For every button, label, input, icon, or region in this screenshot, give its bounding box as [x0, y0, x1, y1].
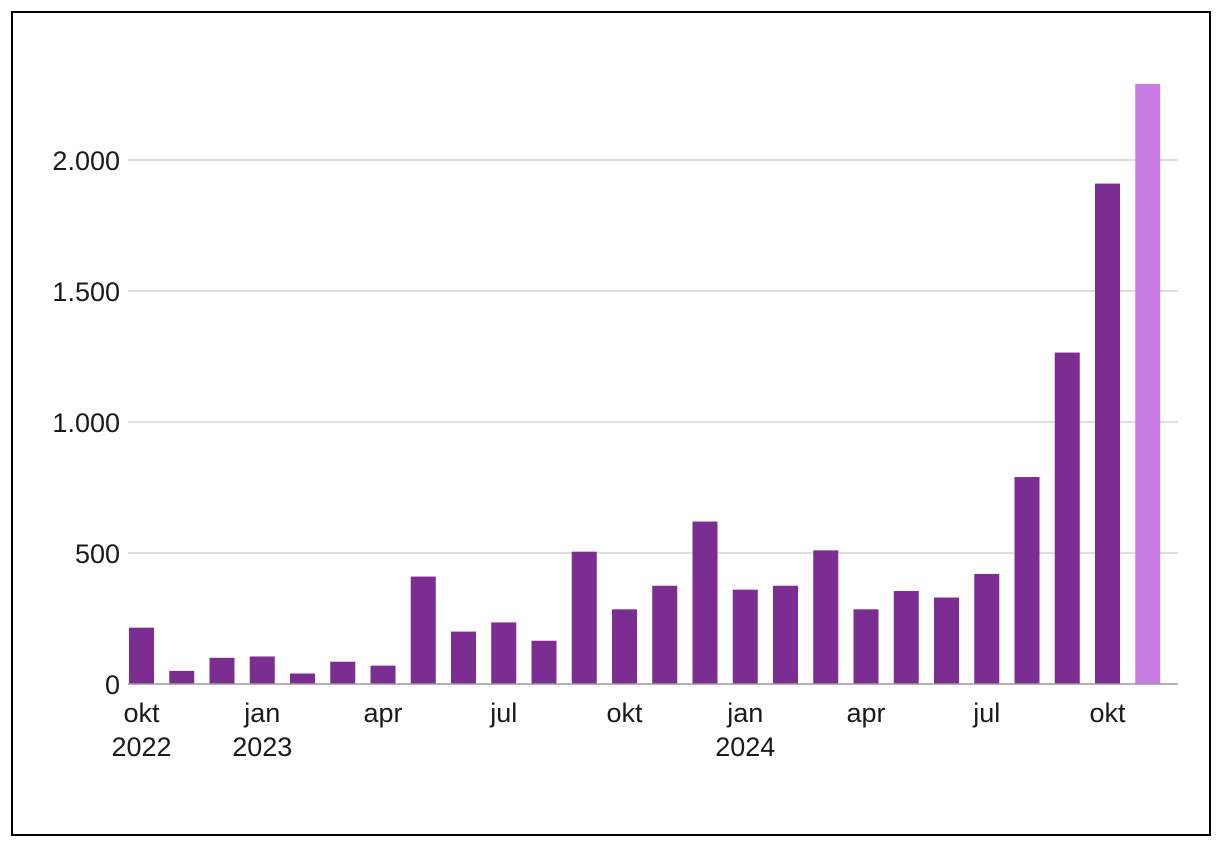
bar: [169, 670, 195, 684]
bar: [732, 589, 758, 684]
y-tick-label: 2.000: [52, 146, 120, 176]
x-tick-label: jul: [972, 698, 1000, 728]
bar: [1054, 352, 1080, 684]
bar: [773, 585, 798, 684]
bar: [571, 551, 597, 684]
bar: [893, 590, 919, 684]
bar: [853, 609, 879, 684]
bar: [370, 665, 396, 684]
x-tick-label: apr: [363, 698, 402, 728]
x-tick-label: okt: [123, 698, 160, 728]
x-tick-label: okt: [1089, 698, 1126, 728]
y-tick-label: 1.000: [52, 408, 120, 438]
bar-highlight: [1135, 84, 1161, 684]
bars-group: [129, 84, 1161, 684]
bar: [652, 585, 678, 684]
bar-chart: 0 500 1.000 1.500 2.000 okt 2022 jan 2023 apr jul…: [52, 84, 1178, 762]
bar: [1014, 477, 1040, 684]
x-tick-label: jan: [726, 698, 763, 728]
x-tick-label: okt: [606, 698, 643, 728]
bar: [129, 627, 154, 684]
chart-frame: 0 500 1.000 1.500 2.000 okt 2022 jan 2023 apr jul…: [11, 11, 1211, 836]
bar: [692, 521, 718, 684]
bar: [290, 673, 315, 684]
x-tick-year-label: 2024: [715, 732, 775, 762]
bar: [209, 657, 235, 684]
x-tick-year-label: 2023: [232, 732, 292, 762]
bar: [531, 640, 557, 684]
bar: [491, 622, 517, 684]
y-tick-label: 1.500: [52, 277, 120, 307]
x-tick-label: apr: [846, 698, 885, 728]
y-tick-label: 0: [105, 670, 120, 700]
y-tick-labels: 0 500 1.000 1.500 2.000: [52, 146, 120, 700]
bar: [974, 573, 1000, 684]
x-tick-labels: okt 2022 jan 2023 apr jul okt jan 2024 apr jul okt: [111, 698, 1126, 762]
bar: [934, 597, 959, 684]
bar: [451, 631, 476, 684]
bar: [813, 550, 839, 684]
y-tick-label: 500: [75, 539, 120, 569]
x-tick-label: jan: [243, 698, 280, 728]
bar: [612, 609, 637, 684]
bar: [330, 661, 356, 684]
bar: [1095, 183, 1120, 684]
gridlines: [128, 159, 1178, 554]
bar: [410, 576, 436, 684]
x-tick-year-label: 2022: [111, 732, 171, 762]
bar: [249, 656, 275, 684]
x-tick-label: jul: [489, 698, 517, 728]
